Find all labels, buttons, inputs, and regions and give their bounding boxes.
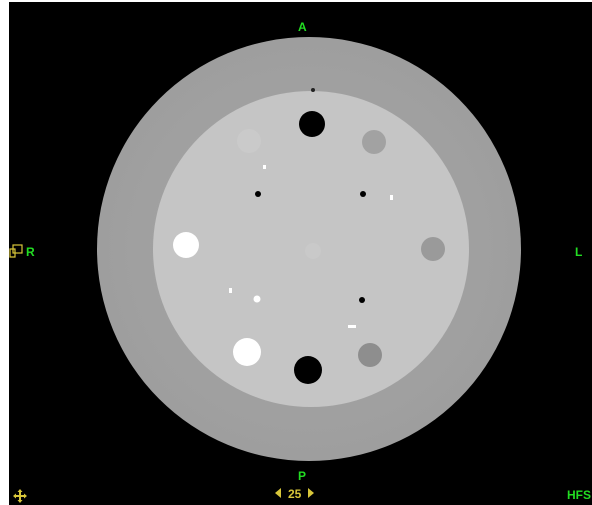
orientation-anterior-label: A <box>298 20 307 34</box>
window-level-icon[interactable] <box>9 244 23 258</box>
marker-hole <box>311 88 315 92</box>
insert-lowdensity-lower-right <box>358 343 382 367</box>
orientation-posterior-label: P <box>298 469 307 483</box>
triangle-right-icon[interactable] <box>307 487 315 501</box>
marker-hole <box>359 297 365 303</box>
bright-speck <box>390 195 393 200</box>
image-viewport[interactable]: A P R L HFS 25 <box>9 2 592 505</box>
insert-acrylic-right <box>421 237 445 261</box>
bright-speck <box>348 325 356 328</box>
bright-speck <box>253 295 261 303</box>
insert-acrylic-upper-right <box>362 130 386 154</box>
orientation-left-label: L <box>575 245 583 259</box>
insert-faint-center <box>305 243 321 259</box>
bright-speck <box>263 165 266 169</box>
slice-navigator: 25 <box>275 486 315 502</box>
marker-hole <box>360 191 366 197</box>
insert-air-top <box>299 111 325 137</box>
insert-faint-upper-left <box>237 129 261 153</box>
patient-position-label: HFS <box>567 488 591 502</box>
slice-number: 25 <box>288 487 302 501</box>
move-arrows-icon[interactable] <box>13 489 27 503</box>
insert-bone-left <box>173 232 199 258</box>
orientation-right-label: R <box>26 245 35 259</box>
marker-hole <box>255 191 261 197</box>
ct-phantom-image <box>97 37 521 461</box>
insert-bone-lower-left <box>233 338 261 366</box>
bright-speck <box>229 288 232 293</box>
triangle-left-icon[interactable] <box>275 487 282 501</box>
insert-air-bottom <box>294 356 322 384</box>
